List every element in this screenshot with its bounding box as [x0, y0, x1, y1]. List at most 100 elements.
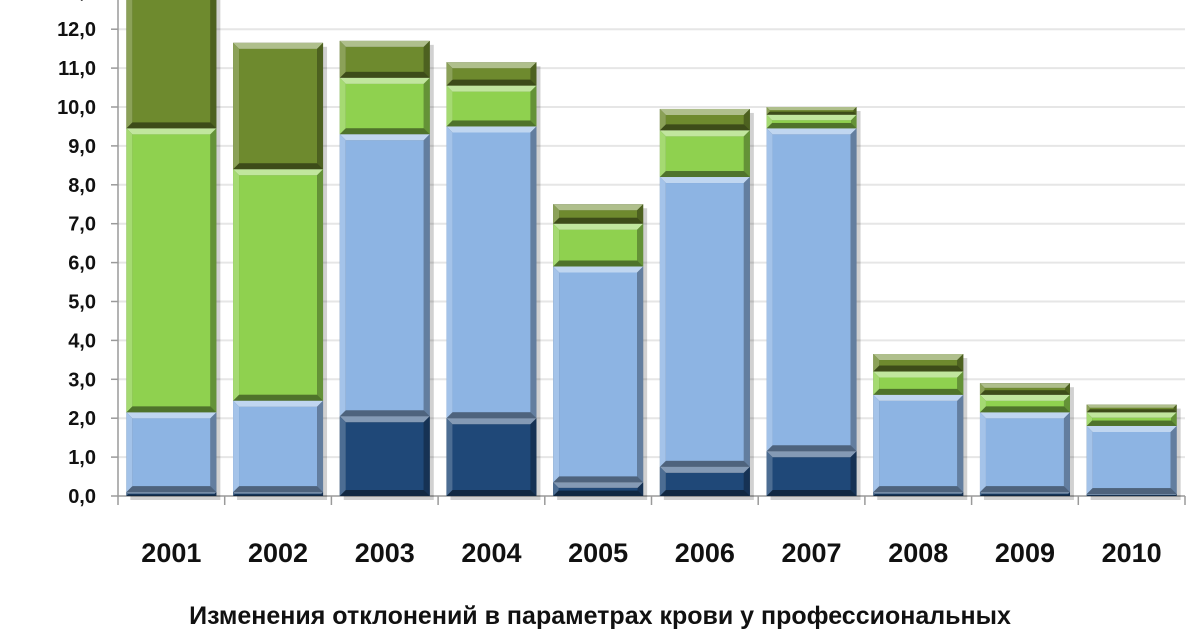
bar-bevel-right — [424, 134, 430, 416]
bar-bevel-right — [210, 128, 216, 412]
bar-segment-face — [132, 0, 210, 122]
bar-bevel-top — [446, 418, 536, 424]
bar-bevel-left — [340, 134, 346, 416]
bar-segment-face — [666, 183, 744, 461]
bar-bevel-left — [233, 169, 239, 400]
x-tick-label: 2006 — [675, 538, 735, 568]
y-tick-label: 12,0 — [57, 19, 96, 41]
x-tick-label: 2003 — [355, 538, 415, 568]
bar-bevel-top — [660, 467, 750, 473]
bar-bevel-top — [340, 134, 430, 140]
bar-segment — [126, 128, 216, 412]
bar-segment — [446, 62, 536, 85]
bar-bevel-right — [1064, 412, 1070, 492]
bar-bevel-top — [233, 492, 323, 494]
bar-stack — [980, 383, 1074, 500]
bar-stack — [660, 109, 754, 500]
bar-bevel-top — [767, 128, 857, 134]
bar-bevel-right — [1171, 426, 1177, 494]
bar-bevel-top — [660, 109, 750, 115]
bar-segment-face — [559, 272, 637, 476]
bar-bevel-top — [873, 372, 963, 378]
bar-segment — [233, 169, 323, 400]
bar-stack — [767, 107, 861, 500]
bar-segment — [446, 86, 536, 127]
bar-segment — [980, 395, 1070, 413]
bar-bevel-left — [446, 418, 452, 496]
bar-segment-face — [128, 494, 215, 495]
bar-stack — [446, 62, 540, 500]
y-tick-label: 11,0 — [58, 58, 96, 80]
x-tick-label: 2009 — [995, 538, 1055, 568]
bar-bevel-left — [553, 266, 559, 482]
bar-bevel-top — [233, 169, 323, 175]
bar-segment-face — [773, 134, 851, 445]
bar-bevel-top — [340, 78, 430, 84]
bar-bevel-right — [317, 169, 323, 400]
y-tick-label: 8,0 — [68, 175, 96, 197]
bar-bevel-right — [317, 401, 323, 492]
bar-bevel-right — [210, 412, 216, 492]
y-tick-label: 1,0 — [68, 447, 96, 469]
bar-segment-face — [452, 92, 530, 121]
bar-stack — [873, 354, 967, 500]
bar-segment-face — [559, 230, 637, 261]
bar-segment-face — [879, 378, 957, 389]
bar-segment-face — [239, 175, 317, 394]
bar-segment — [446, 126, 536, 418]
x-tick-label: 2001 — [141, 538, 201, 568]
bar-segment-face — [666, 115, 744, 124]
bar-segment — [340, 41, 430, 78]
bar-segment-face — [1093, 432, 1171, 488]
bar-stack — [126, 0, 220, 500]
bar-segment — [126, 0, 216, 128]
bar-bevel-right — [851, 128, 857, 451]
bar-bevel-top — [1087, 405, 1177, 408]
bar-segment-face — [346, 47, 424, 72]
bar-bevel-top — [340, 41, 430, 47]
bar-segment-face — [982, 494, 1069, 495]
bar-segment — [553, 482, 643, 496]
bar-bevel-right — [957, 395, 963, 492]
bar-segment — [126, 492, 216, 496]
bar-segment-face — [773, 457, 851, 490]
bar-bevel-top — [980, 412, 1070, 418]
bar-stack — [1087, 405, 1181, 500]
bar-bevel-left — [340, 416, 346, 496]
y-tick-label: 9,0 — [68, 136, 96, 158]
bar-bevel-top — [553, 482, 643, 487]
bar-segment — [233, 43, 323, 169]
bar-segment-face — [132, 134, 210, 406]
bar-bevel-top — [660, 177, 750, 183]
bar-segment — [660, 467, 750, 496]
x-tick-label: 2005 — [568, 538, 628, 568]
bar-bevel-left — [340, 78, 346, 134]
bar-bevel-left — [126, 0, 132, 128]
bar-bevel-right — [530, 86, 536, 127]
bar-segment-face — [452, 68, 530, 79]
bar-bevel-right — [530, 126, 536, 418]
bar-bevel-top — [233, 401, 323, 407]
bar-bevel-top — [126, 412, 216, 418]
y-tick-label: 2,0 — [68, 408, 96, 430]
bar-bevel-left — [660, 130, 666, 177]
bar-segment-face — [666, 136, 744, 171]
x-tick-label: 2007 — [782, 538, 842, 568]
bar-segment-face — [452, 424, 530, 490]
bar-segment — [340, 416, 430, 496]
y-tick-label: 3,0 — [68, 369, 96, 391]
bar-bevel-top — [767, 107, 857, 110]
bar-segment-face — [770, 110, 854, 112]
bar-segment — [660, 177, 750, 467]
bar-bevel-top — [980, 395, 1070, 401]
bar-bevel-left — [660, 177, 666, 467]
bar-segment — [1087, 426, 1177, 494]
bar-segment-face — [239, 49, 317, 163]
y-tick-label: 0,0 — [68, 486, 96, 508]
bar-bevel-left — [553, 224, 559, 267]
bar-bevel-top — [873, 395, 963, 401]
bar-segment-face — [1092, 418, 1171, 421]
y-tick-label: 6,0 — [68, 253, 96, 275]
bar-segment-face — [559, 488, 638, 491]
